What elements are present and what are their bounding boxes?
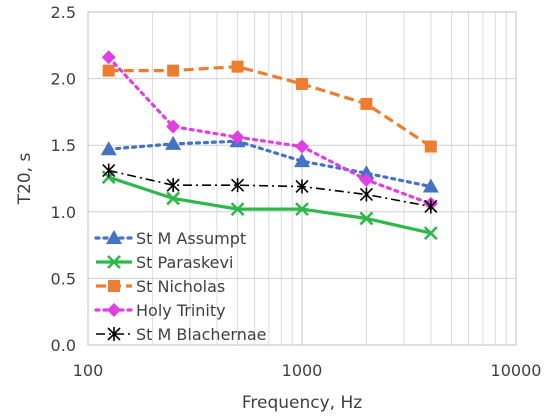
x-tick-label: 100 [73, 361, 104, 380]
axes: 0.0 0.5 1.0 1.5 2.0 2.5 100 1000 10000 Frequency,… [15, 3, 541, 413]
y-tick-label: 1.0 [51, 203, 76, 222]
data-point [423, 226, 438, 241]
series-line [107, 139, 433, 189]
series-line [107, 55, 433, 206]
legend-label: St Paraskevi [136, 253, 233, 272]
data-point [424, 199, 438, 214]
x-tick-label: 1000 [282, 361, 323, 380]
data-point [100, 141, 117, 156]
data-point [101, 50, 116, 65]
data-point [102, 64, 115, 77]
legend-marker [107, 327, 121, 341]
y-tick-label: 2.0 [51, 70, 76, 89]
x-axis-title: Frequency, Hz [242, 393, 362, 413]
data-point [424, 140, 437, 153]
legend-label: St M Blachernae [136, 325, 267, 344]
data-point [295, 202, 309, 217]
legend-entry: Holy Trinity [94, 301, 226, 320]
data-point [166, 119, 181, 134]
y-tick-label: 1.5 [51, 136, 76, 155]
legend-label: Holy Trinity [136, 301, 226, 320]
y-tick-label: 0.5 [51, 269, 76, 288]
legend-entry: St M Assumpt [94, 229, 246, 248]
series-st-paraskevi [101, 170, 438, 241]
data-point [359, 211, 374, 226]
data-point [102, 163, 116, 178]
series-line [108, 169, 431, 208]
legend-entry: St Paraskevi [96, 253, 233, 272]
x-tick-label: 10000 [491, 361, 542, 380]
data-point [422, 178, 439, 193]
y-tick-label: 2.5 [51, 3, 76, 22]
data-point [295, 179, 309, 194]
data-point [230, 202, 245, 217]
y-tick-label: 0.0 [51, 336, 76, 355]
data-point [231, 178, 245, 193]
legend-marker [108, 280, 120, 292]
legend-entry: St M Blachernae [96, 325, 267, 344]
series-layer [100, 50, 439, 241]
data-point [295, 139, 309, 154]
series-holy-trinity [101, 50, 438, 211]
series-st-m-blachernae [102, 163, 438, 214]
plot-frame [87, 11, 517, 346]
data-point [230, 130, 245, 145]
legend-marker [107, 303, 121, 317]
data-point [167, 64, 180, 77]
data-point [358, 165, 375, 180]
y-axis-title: T20, s [15, 153, 35, 206]
data-point [296, 77, 308, 90]
legend-marker [106, 230, 122, 244]
data-point [166, 178, 180, 193]
legend-marker [107, 255, 121, 269]
data-point [166, 191, 181, 206]
data-point [359, 187, 373, 202]
series-line [108, 64, 432, 148]
data-point [231, 60, 244, 73]
legend-entry: St Nicholas [96, 277, 225, 296]
legend-label: St Nicholas [136, 277, 225, 296]
legend-label: St M Assumpt [136, 229, 246, 248]
legend: St M Assumpt St Paraskevi St Nicholas Holy … [94, 229, 267, 344]
series-st-m-assumpt [100, 133, 439, 193]
data-point [165, 135, 182, 150]
data-point [294, 153, 310, 168]
series-line [108, 175, 432, 235]
data-point [360, 97, 373, 110]
data-point [359, 172, 374, 187]
series-st-nicholas [102, 60, 437, 153]
